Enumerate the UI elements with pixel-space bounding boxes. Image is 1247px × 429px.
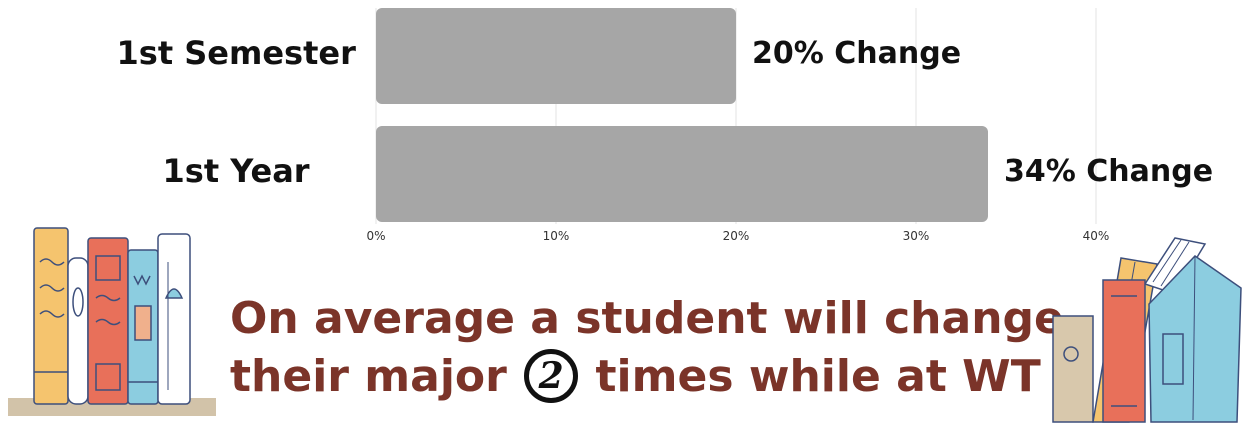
headline: On average a student will change their m… — [230, 290, 1064, 406]
headline-line-2-before: their major — [230, 351, 507, 402]
bar — [376, 126, 988, 222]
stacked-books-icon — [1052, 237, 1242, 423]
circled-number-icon: 2 — [524, 349, 579, 403]
headline-line-2-after: times while at WT — [595, 351, 1041, 402]
x-tick-label: 0% — [366, 229, 386, 243]
category-label: 1st Semester — [116, 34, 356, 72]
data-label: 34% Change — [1004, 154, 1214, 189]
category-label: 1st Year — [162, 152, 310, 190]
x-tick-label: 20% — [722, 229, 750, 243]
bar — [376, 8, 736, 104]
data-label: 20% Change — [752, 36, 962, 71]
x-tick-label: 10% — [542, 229, 570, 243]
x-tick-label: 30% — [902, 229, 930, 243]
headline-line-1: On average a student will change — [230, 293, 1064, 344]
headline-line-2: their major 2 times while at WT — [230, 348, 1041, 406]
x-tick-label: 40% — [1082, 229, 1110, 243]
books-on-shelf-icon — [8, 227, 216, 416]
bar-chart — [375, 8, 1097, 224]
